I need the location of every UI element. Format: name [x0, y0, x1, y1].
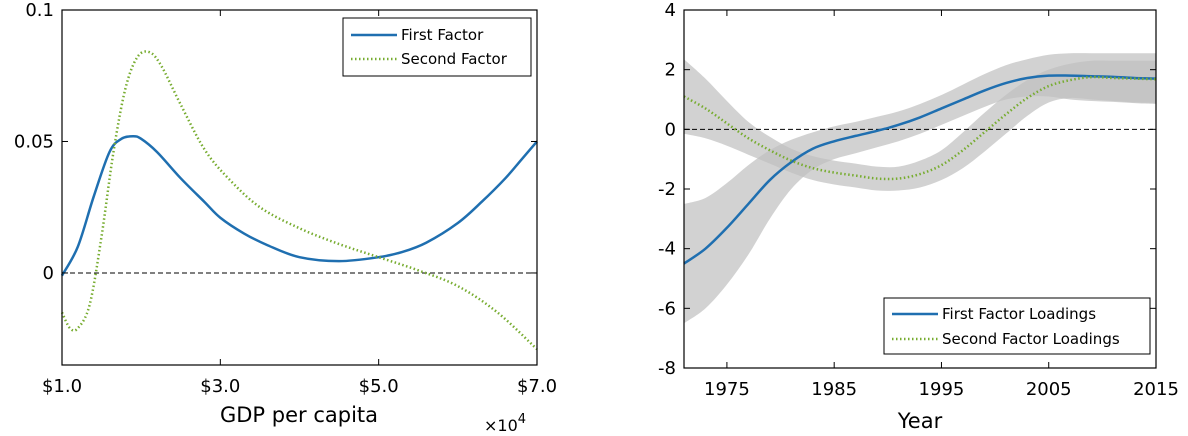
legend-label-second-factor-loadings: Second Factor Loadings — [942, 330, 1120, 348]
y-tick-label: 0.1 — [25, 0, 54, 21]
x-axis-multiplier: ×104 — [484, 412, 526, 435]
series-line-2 — [60, 50, 538, 351]
gdp-factor-panel: $1.0 $3.0 $5.0 $7.000.050.1 GDP per capita … — [14, 0, 557, 435]
plot-frame — [61, 9, 538, 366]
y-tick-label: 0 — [43, 263, 54, 284]
y-tick-label: -8 — [658, 358, 676, 379]
x-axis-label: Year — [897, 409, 943, 433]
series-line-1 — [683, 74, 1157, 265]
legend-label-second-factor: Second Factor — [401, 50, 508, 68]
x-tick-label: 2005 — [1026, 379, 1072, 400]
left-plot-content — [60, 50, 538, 351]
multiplier-base: ×10 — [484, 416, 518, 435]
multiplier-exponent: 4 — [518, 412, 526, 427]
y-tick-label: -2 — [658, 179, 676, 200]
legend-label-first-factor: First Factor — [401, 26, 484, 44]
y-tick-label: -6 — [658, 298, 676, 319]
x-tick-label: 2015 — [1133, 379, 1179, 400]
y-tick-label: 0.05 — [14, 131, 54, 152]
right-axis-ticks: 1975 1985 1995 2005 2015 -8 -6 -4 -2 0 2 4 — [658, 0, 1179, 400]
y-tick-label: -4 — [658, 239, 676, 260]
series-line-2 — [683, 75, 1157, 181]
x-tick-label: $7.0 — [517, 376, 557, 397]
legend-box — [342, 17, 532, 77]
x-axis-label: GDP per capita — [220, 403, 378, 427]
series-line-1 — [60, 134, 538, 277]
x-tick-label: $1.0 — [42, 376, 82, 397]
y-tick-label: 0 — [665, 119, 676, 140]
x-tick-label: $3.0 — [200, 376, 240, 397]
legend-label-first-factor-loadings: First Factor Loadings — [942, 305, 1096, 323]
right-plot-content — [683, 53, 1157, 324]
y-tick-label: 4 — [665, 0, 676, 21]
x-tick-label: 1985 — [811, 379, 857, 400]
left-axis-ticks: $1.0 $3.0 $5.0 $7.0 0 0.05 0.1 — [14, 0, 557, 397]
legend: First Factor Loadings Second Factor Load… — [883, 297, 1151, 355]
legend: First Factor Second Factor — [342, 17, 532, 77]
loadings-panel: 1975 1985 1995 2005 2015 -8 -6 -4 -2 0 2 4 Year Fir… — [658, 0, 1179, 433]
legend-box — [883, 297, 1151, 355]
y-tick-label: 2 — [665, 60, 676, 81]
x-tick-label: 1995 — [919, 379, 965, 400]
x-tick-label: $5.0 — [359, 376, 399, 397]
x-tick-label: 1975 — [704, 379, 750, 400]
